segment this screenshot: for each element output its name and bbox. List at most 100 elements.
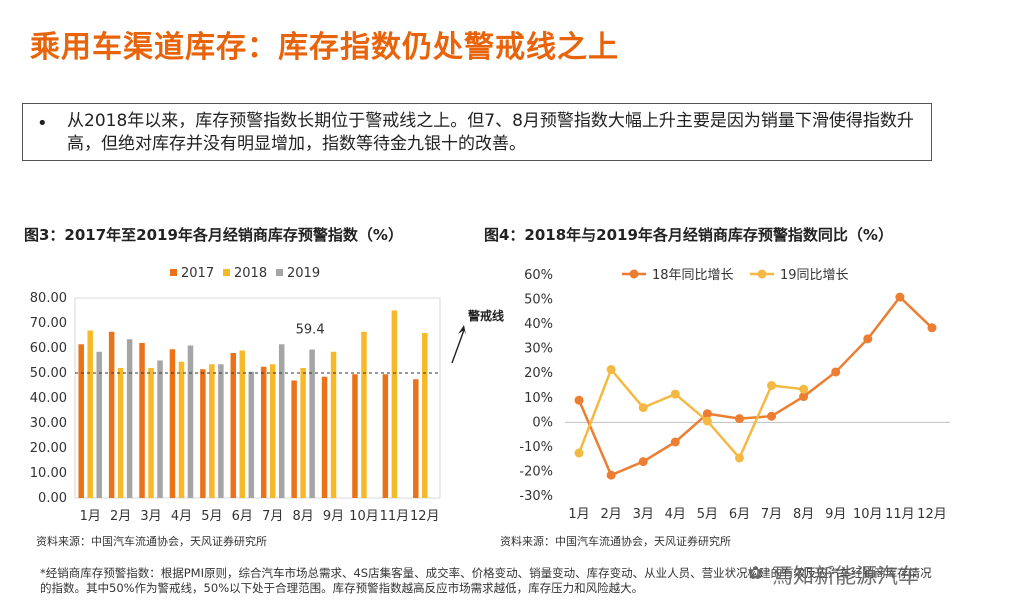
x-tick-label: 5月 <box>697 507 718 522</box>
bar-2017 <box>321 376 328 498</box>
y-tick-label: 50.00 <box>30 366 67 381</box>
series-point-0 <box>927 323 937 333</box>
x-tick-label: 2月 <box>600 507 621 522</box>
y-tick-label: 0% <box>532 415 553 430</box>
series-point-0 <box>895 292 905 302</box>
bar-2017 <box>413 379 419 498</box>
y-tick-label: 70.00 <box>30 316 67 331</box>
bar-2018 <box>148 368 154 498</box>
series-point-0 <box>734 414 744 424</box>
bar-2018 <box>422 333 428 498</box>
bar-2017 <box>139 343 145 498</box>
y-tick-label: 50% <box>524 293 553 308</box>
series-point-0 <box>574 395 584 405</box>
x-tick-label: 11月 <box>885 507 915 522</box>
line-chart-series <box>574 292 937 480</box>
bar-2017 <box>78 344 84 498</box>
x-tick-label: 4月 <box>171 509 192 524</box>
bar-2017 <box>200 369 206 498</box>
plot-frame <box>74 297 441 499</box>
y-tick-label: 10% <box>524 391 553 406</box>
bar-2018 <box>391 310 398 498</box>
series-point-0 <box>606 470 616 480</box>
x-tick-label: 3月 <box>140 509 161 524</box>
bar-2017 <box>169 349 176 498</box>
x-tick-label: 12月 <box>917 507 947 522</box>
bar-2017 <box>230 353 237 498</box>
bar-2018 <box>87 330 93 498</box>
legend-label: 18年同比增长 <box>652 268 734 283</box>
y-tick-label: 20% <box>524 366 553 381</box>
x-tick-label: 9月 <box>825 507 846 522</box>
legend-swatch <box>223 269 230 276</box>
bar-2019 <box>187 345 194 498</box>
series-point-1 <box>670 389 680 399</box>
y-tick-label: 60.00 <box>30 341 67 356</box>
fig3-title: 图3：2017年至2019年各月经销商库存预警指数（%） <box>24 226 403 244</box>
bar-2018 <box>239 350 246 498</box>
x-tick-label: 10月 <box>853 507 883 522</box>
series-point-0 <box>863 334 873 344</box>
bar-2018 <box>178 361 185 498</box>
series-point-0 <box>767 411 777 421</box>
x-tick-label: 11月 <box>380 509 410 524</box>
y-tick-label: 40% <box>524 317 553 332</box>
bullet-symbol: • <box>37 113 48 134</box>
annotation-value: 59.4 <box>296 323 325 338</box>
x-tick-label: 9月 <box>323 509 344 524</box>
x-tick-label: 8月 <box>793 507 814 522</box>
x-tick-label: 10月 <box>349 509 379 524</box>
bar-2018 <box>330 351 337 498</box>
arrow-head <box>458 325 466 335</box>
series-point-1 <box>767 381 777 390</box>
bar-2018 <box>117 368 124 498</box>
bar-2019 <box>278 344 285 498</box>
line-chart-axes: -30% -20% -10% 0% 10% 20% 30% 40% 50% 60% 1月 2月 3月 4月… <box>519 268 950 522</box>
bar-2017 <box>352 374 358 498</box>
bar-2017 <box>260 366 267 498</box>
bar-2019 <box>248 371 255 498</box>
x-tick-label: 6月 <box>729 507 750 522</box>
x-tick-label: 8月 <box>292 509 313 524</box>
x-tick-label: 1月 <box>80 509 101 524</box>
y-tick-label: 30% <box>524 342 553 357</box>
series-line-1 <box>577 367 804 461</box>
fig4-title: 图4：2018年与2019年各月经销商库存预警指数同比（%） <box>484 226 893 244</box>
fig4-source: 资料来源：中国汽车流通协会，天风证券研究所 <box>500 535 731 548</box>
legend-marker <box>757 269 767 279</box>
y-tick-label: -10% <box>519 440 553 455</box>
summary-text: 从2018年以来，库存预警指数长期位于警戒线之上。但7、8月预警指数大幅上升主要… <box>67 111 914 154</box>
summary-box: • 从2018年以来，库存预警指数长期位于警戒线之上。但7、8月预警指数大幅上升… <box>22 103 932 161</box>
footnote: *经销商库存预警指数：根据PMI原则，综合汽车市场总需求、4S店集客量、成交率、… <box>40 566 932 595</box>
x-tick-label: 7月 <box>761 507 782 522</box>
x-tick-label: 2月 <box>110 509 131 524</box>
bar-2018 <box>300 368 306 498</box>
series-point-0 <box>831 367 841 377</box>
legend-label: 2018 <box>234 266 267 281</box>
y-tick-label: 10.00 <box>30 466 67 481</box>
y-tick-label: -20% <box>519 464 553 479</box>
y-tick-label: 80.00 <box>30 291 67 306</box>
watermark: 焉知新能源汽车 <box>772 564 919 588</box>
y-tick-label: 0.00 <box>38 491 67 506</box>
legend-swatch <box>170 269 177 276</box>
series-point-0 <box>638 457 648 467</box>
series-point-1 <box>734 453 744 463</box>
line-chart-legend: 18年同比增长 19同比增长 <box>622 268 849 283</box>
bar-2018 <box>361 331 367 498</box>
y-tick-label: 20.00 <box>30 441 67 456</box>
legend-label: 19同比增长 <box>780 268 849 283</box>
bar-2017 <box>291 380 297 498</box>
legend-label: 2017 <box>181 266 214 281</box>
series-point-1 <box>799 384 809 394</box>
y-tick-label: 40.00 <box>30 391 67 406</box>
wechat-icon: ✿ <box>748 563 764 584</box>
series-line-0 <box>577 295 933 477</box>
bar-chart: 2017 2018 2019 0.00 10.00 20.00 30.00 40.00 50.… <box>30 266 504 524</box>
x-tick-label: 5月 <box>201 509 222 524</box>
bar-2018 <box>269 364 276 498</box>
bar-2018 <box>209 364 215 498</box>
bar-chart-axes: 0.00 10.00 20.00 30.00 40.00 50.00 60.00 70.00 8… <box>30 291 441 524</box>
series-point-1 <box>702 416 712 426</box>
legend-marker <box>629 269 639 279</box>
